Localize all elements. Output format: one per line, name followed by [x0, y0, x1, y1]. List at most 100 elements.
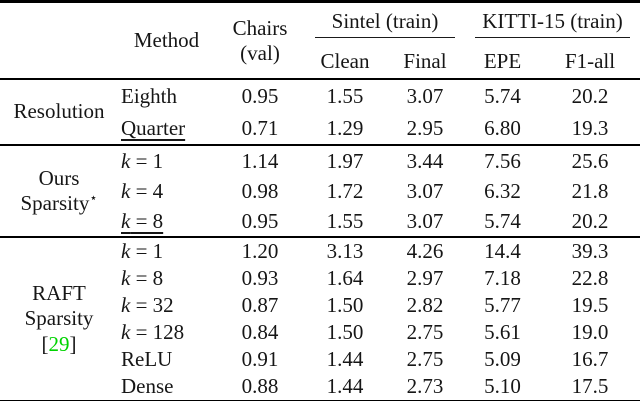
cell-f1: 19.0 — [571, 320, 609, 345]
column-header-clean: Clean — [305, 45, 385, 80]
cell-epe: 14.4 — [465, 236, 541, 265]
citation-29: [29] — [41, 331, 77, 356]
cell-chairs: 0.98 — [241, 178, 279, 203]
cell-clean: 1.50 — [326, 320, 364, 345]
cell-epe: 5.74 — [465, 78, 541, 112]
cell-final: 3.07 — [406, 178, 444, 203]
group-resolution: Resolution Eighth 0.95 1.55 3.07 5.74 20… — [0, 78, 640, 145]
column-header-epe: EPE — [465, 45, 541, 80]
cell-chairs: 0.71 — [241, 115, 279, 140]
cell-final: 2.73 — [406, 374, 444, 399]
group-ours-sparsity: Ours Sparsity⋆ k = 1 1.14 1.97 3.44 7.56… — [0, 144, 640, 237]
table-row: ReLU 0.91 1.44 2.75 5.09 16.7 — [0, 346, 640, 373]
table-row: k = 128 0.84 1.50 2.75 5.61 19.0 — [0, 319, 640, 346]
cell-f1: 20.2 — [540, 78, 640, 112]
method-label: k = 1 — [118, 144, 215, 176]
cell-chairs: 0.95 — [241, 208, 279, 233]
method-label: ReLU — [121, 347, 173, 372]
group-raft-sparsity: RAFT Sparsity [29] k = 1 1.20 3.13 4.26 … — [0, 236, 640, 401]
citation-link-29[interactable]: 29 — [48, 331, 70, 356]
cell-clean: 1.29 — [326, 115, 364, 140]
cell-clean: 3.13 — [305, 236, 385, 265]
chairs-header-line1: Chairs — [232, 16, 288, 41]
table-row: Dense 0.88 1.44 2.73 5.10 17.5 — [0, 373, 640, 401]
cell-final: 2.95 — [406, 115, 444, 140]
cell-final: 3.44 — [385, 144, 466, 176]
table-row: Quarter 0.71 1.29 2.95 6.80 19.3 — [0, 112, 640, 145]
column-group-sintel-train: Sintel (train) — [305, 2, 465, 46]
cell-epe: 5.74 — [484, 208, 521, 233]
cell-epe: 7.18 — [484, 266, 521, 291]
cell-epe: 5.09 — [484, 347, 521, 372]
cell-final: 4.26 — [385, 236, 466, 265]
method-label: k = 8 — [121, 208, 164, 233]
cell-clean: 1.44 — [326, 374, 364, 399]
cell-final: 2.75 — [406, 320, 444, 345]
cell-f1: 21.8 — [571, 178, 609, 203]
cell-f1: 25.6 — [540, 144, 640, 176]
group-label-resolution: Resolution — [0, 78, 118, 145]
cell-final: 2.82 — [406, 293, 444, 318]
table-header: Method Chairs (val) Sintel (train) KITTI… — [0, 1, 640, 80]
cell-chairs: 1.20 — [215, 236, 305, 265]
cell-f1: 39.3 — [540, 236, 640, 265]
cell-f1: 19.5 — [571, 293, 609, 318]
cell-chairs: 0.84 — [241, 320, 279, 345]
column-header-final: Final — [385, 45, 466, 80]
cell-epe: 6.80 — [484, 115, 521, 140]
cell-f1: 16.7 — [571, 347, 609, 372]
cell-epe: 5.61 — [484, 320, 521, 345]
cell-chairs: 0.88 — [241, 374, 279, 399]
cell-epe: 5.10 — [484, 374, 521, 399]
cell-final: 2.97 — [406, 266, 444, 291]
cell-clean: 1.72 — [326, 178, 364, 203]
kitti15-train-label: KITTI-15 (train) — [475, 9, 631, 39]
method-label: Dense — [121, 374, 174, 399]
cell-chairs: 0.87 — [241, 293, 279, 318]
cell-clean: 1.50 — [326, 293, 364, 318]
column-header-method: Method — [118, 1, 215, 80]
table-row: Resolution Eighth 0.95 1.55 3.07 5.74 20… — [0, 78, 640, 145]
table-row: k = 4 0.98 1.72 3.07 6.32 21.8 — [0, 176, 640, 206]
cell-epe: 6.32 — [484, 178, 521, 203]
method-label: k = 128 — [121, 320, 185, 345]
cell-f1: 22.8 — [571, 266, 609, 291]
table-row: k = 8 0.93 1.64 2.97 7.18 22.8 — [0, 265, 640, 292]
table-row: Ours Sparsity⋆ k = 1 1.14 1.97 3.44 7.56… — [0, 144, 640, 237]
cell-chairs: 0.93 — [241, 266, 279, 291]
column-header-f1-all: F1-all — [540, 45, 640, 80]
method-label: k = 4 — [121, 178, 164, 203]
empty-corner-cell — [0, 1, 118, 80]
cell-final: 3.07 — [406, 208, 444, 233]
cell-f1: 17.5 — [571, 374, 609, 399]
cell-final: 2.75 — [406, 347, 444, 372]
cell-clean: 1.55 — [305, 78, 385, 112]
table-row: k = 32 0.87 1.50 2.82 5.77 19.5 — [0, 292, 640, 319]
column-header-chairs-val: Chairs (val) — [215, 1, 305, 80]
cell-chairs: 0.95 — [215, 78, 305, 112]
cell-final: 3.07 — [385, 78, 466, 112]
cell-clean: 1.64 — [326, 266, 364, 291]
cell-clean: 1.55 — [326, 208, 364, 233]
table-row: k = 8 0.95 1.55 3.07 5.74 20.2 — [0, 206, 640, 237]
group-label-raft-sparsity: RAFT Sparsity [29] — [0, 236, 118, 401]
method-label: k = 1 — [118, 236, 215, 265]
method-label: k = 8 — [121, 266, 164, 291]
group-label-ours-sparsity: Ours Sparsity⋆ — [0, 144, 118, 237]
cell-chairs: 1.14 — [215, 144, 305, 176]
cell-f1: 19.3 — [571, 115, 609, 140]
chairs-header-line2: (val) — [240, 40, 280, 65]
method-label: Eighth — [118, 78, 215, 112]
cell-clean: 1.97 — [305, 144, 385, 176]
cell-epe: 7.56 — [465, 144, 541, 176]
column-group-kitti15-train: KITTI-15 (train) — [465, 2, 640, 46]
cell-chairs: 0.91 — [241, 347, 279, 372]
cell-clean: 1.44 — [326, 347, 364, 372]
method-label: k = 32 — [121, 293, 174, 318]
star-superscript: ⋆ — [89, 190, 98, 205]
method-label: Quarter — [121, 115, 186, 140]
cell-f1: 20.2 — [571, 208, 609, 233]
cell-epe: 5.77 — [484, 293, 521, 318]
